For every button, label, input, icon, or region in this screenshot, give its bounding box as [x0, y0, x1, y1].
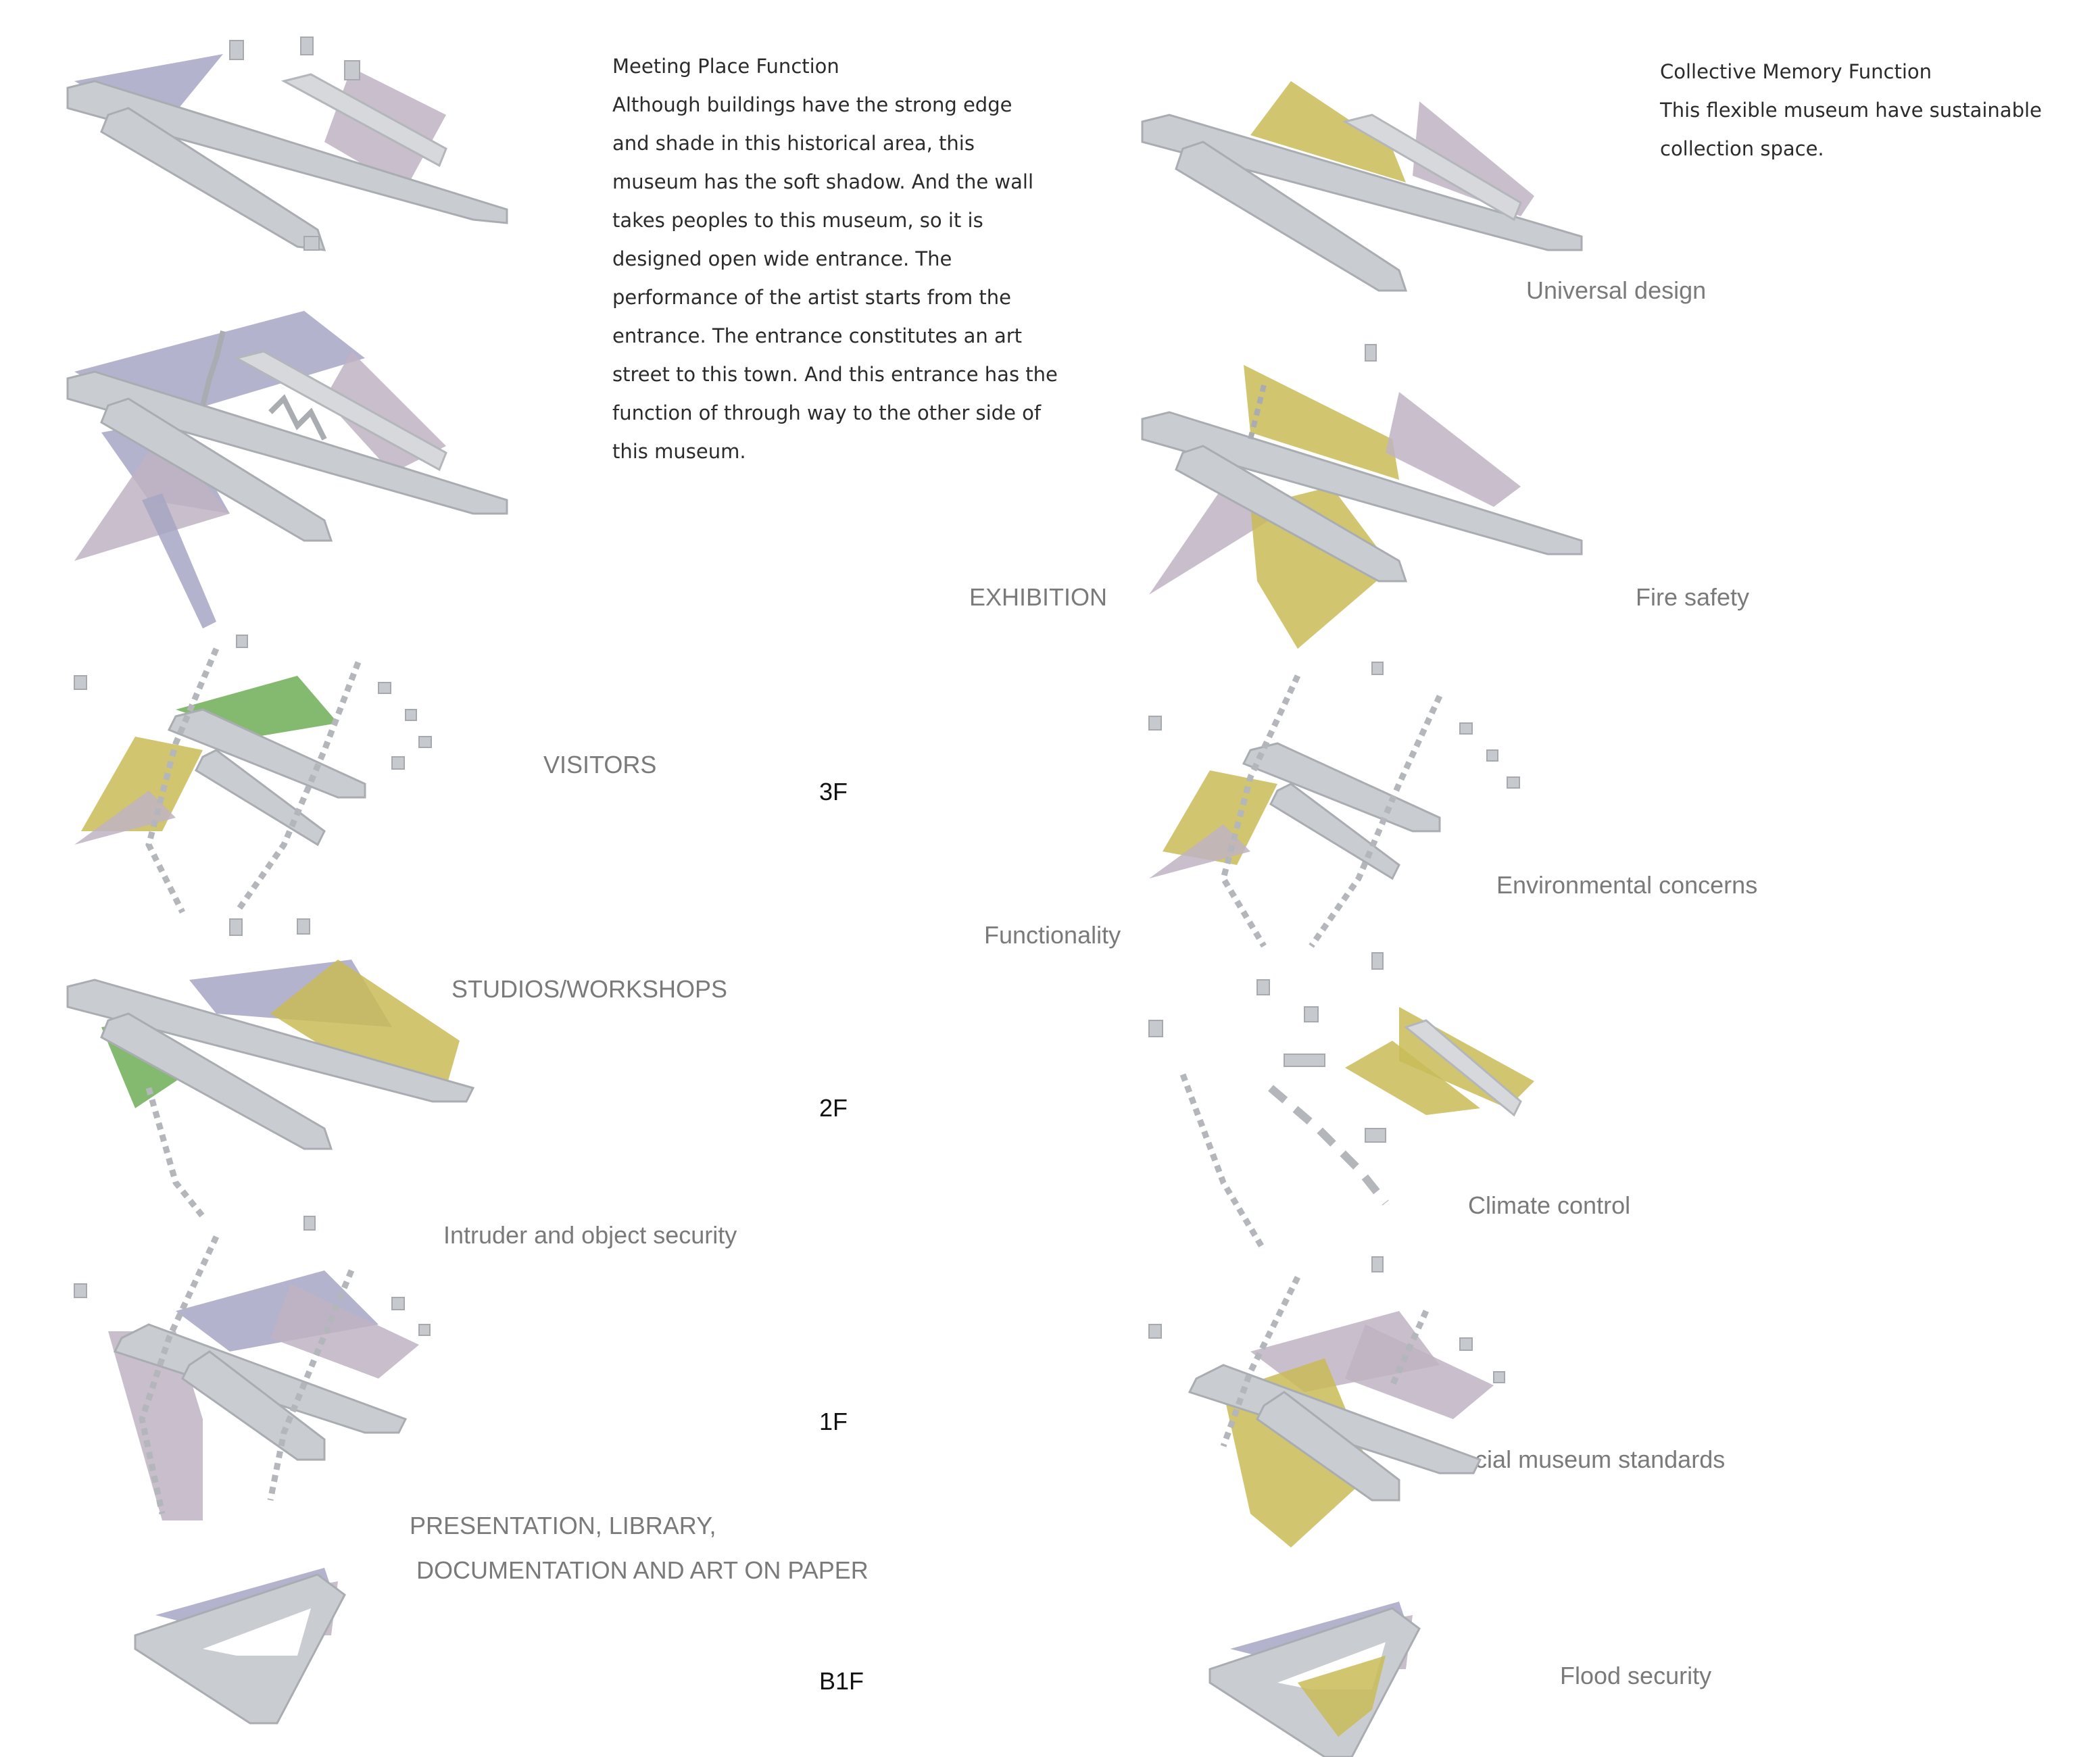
model-climate-control: [1148, 952, 1534, 1252]
model-2f: [66, 918, 475, 1218]
meeting-place-line: Although buildings have the strong edge: [612, 93, 1012, 116]
floor-b1f: B1F: [819, 1667, 864, 1695]
meeting-place-text: Meeting Place Function Although building…: [612, 47, 1058, 471]
label-exhibition: EXHIBITION: [969, 583, 1108, 611]
meeting-place-line: function of through way to the other sid…: [612, 401, 1042, 424]
label-functionality: Functionality: [984, 921, 1121, 949]
label-climate-control: Climate control: [1468, 1191, 1631, 1219]
model-3f: [74, 635, 432, 914]
meeting-place-line: entrance. The entrance constitutes an ar…: [612, 324, 1023, 347]
label-universal-design: Universal design: [1526, 276, 1707, 304]
label-studios-workshops: STUDIOS/WORKSHOPS: [451, 975, 728, 1003]
model-fire-safety: [1141, 344, 1583, 649]
collective-memory-line: collection space.: [1660, 137, 1824, 160]
meeting-place-line: takes peoples to this museum, so it is: [612, 209, 983, 232]
collective-memory-heading: Collective Memory Function: [1660, 60, 1932, 83]
model-flood-security: [1208, 1602, 1421, 1757]
collective-memory-line: This flexible museum have sustainable: [1660, 99, 2042, 122]
label-flood-security: Flood security: [1560, 1662, 1712, 1689]
model-environmental-concerns: [1148, 662, 1520, 948]
label-environmental-concerns: Environmental concerns: [1496, 871, 1758, 899]
meeting-place-line: street to this town. And this entrance h…: [612, 363, 1058, 386]
label-visitors: VISITORS: [543, 751, 657, 778]
meeting-place-line: museum has the soft shadow. And the wall: [612, 170, 1034, 193]
label-fire-safety: Fire safety: [1636, 583, 1750, 611]
meeting-place-line: designed open wide entrance. The: [612, 247, 952, 270]
label-presentation-line1: PRESENTATION, LIBRARY,: [410, 1512, 716, 1539]
model-exhibition-walls: [66, 311, 508, 628]
model-special-museum-standards: [1148, 1256, 1505, 1548]
model-meeting-place-walls: [66, 36, 508, 251]
meeting-place-line: this museum.: [612, 440, 746, 463]
model-1f: [74, 1216, 431, 1520]
floor-1f: 1F: [819, 1408, 848, 1435]
label-intruder-security: Intruder and object security: [443, 1221, 737, 1249]
floor-2f: 2F: [819, 1094, 848, 1122]
floor-3f: 3F: [819, 778, 848, 806]
model-b1f: [134, 1568, 346, 1725]
model-universal-design: [1141, 81, 1583, 292]
meeting-place-line: and shade in this historical area, this: [612, 132, 975, 155]
label-presentation-line2: DOCUMENTATION AND ART ON PAPER: [416, 1556, 869, 1584]
collective-memory-text: Collective Memory Function This flexible…: [1660, 53, 2042, 168]
meeting-place-heading: Meeting Place Function: [612, 55, 839, 78]
meeting-place-line: performance of the artist starts from th…: [612, 286, 1011, 309]
